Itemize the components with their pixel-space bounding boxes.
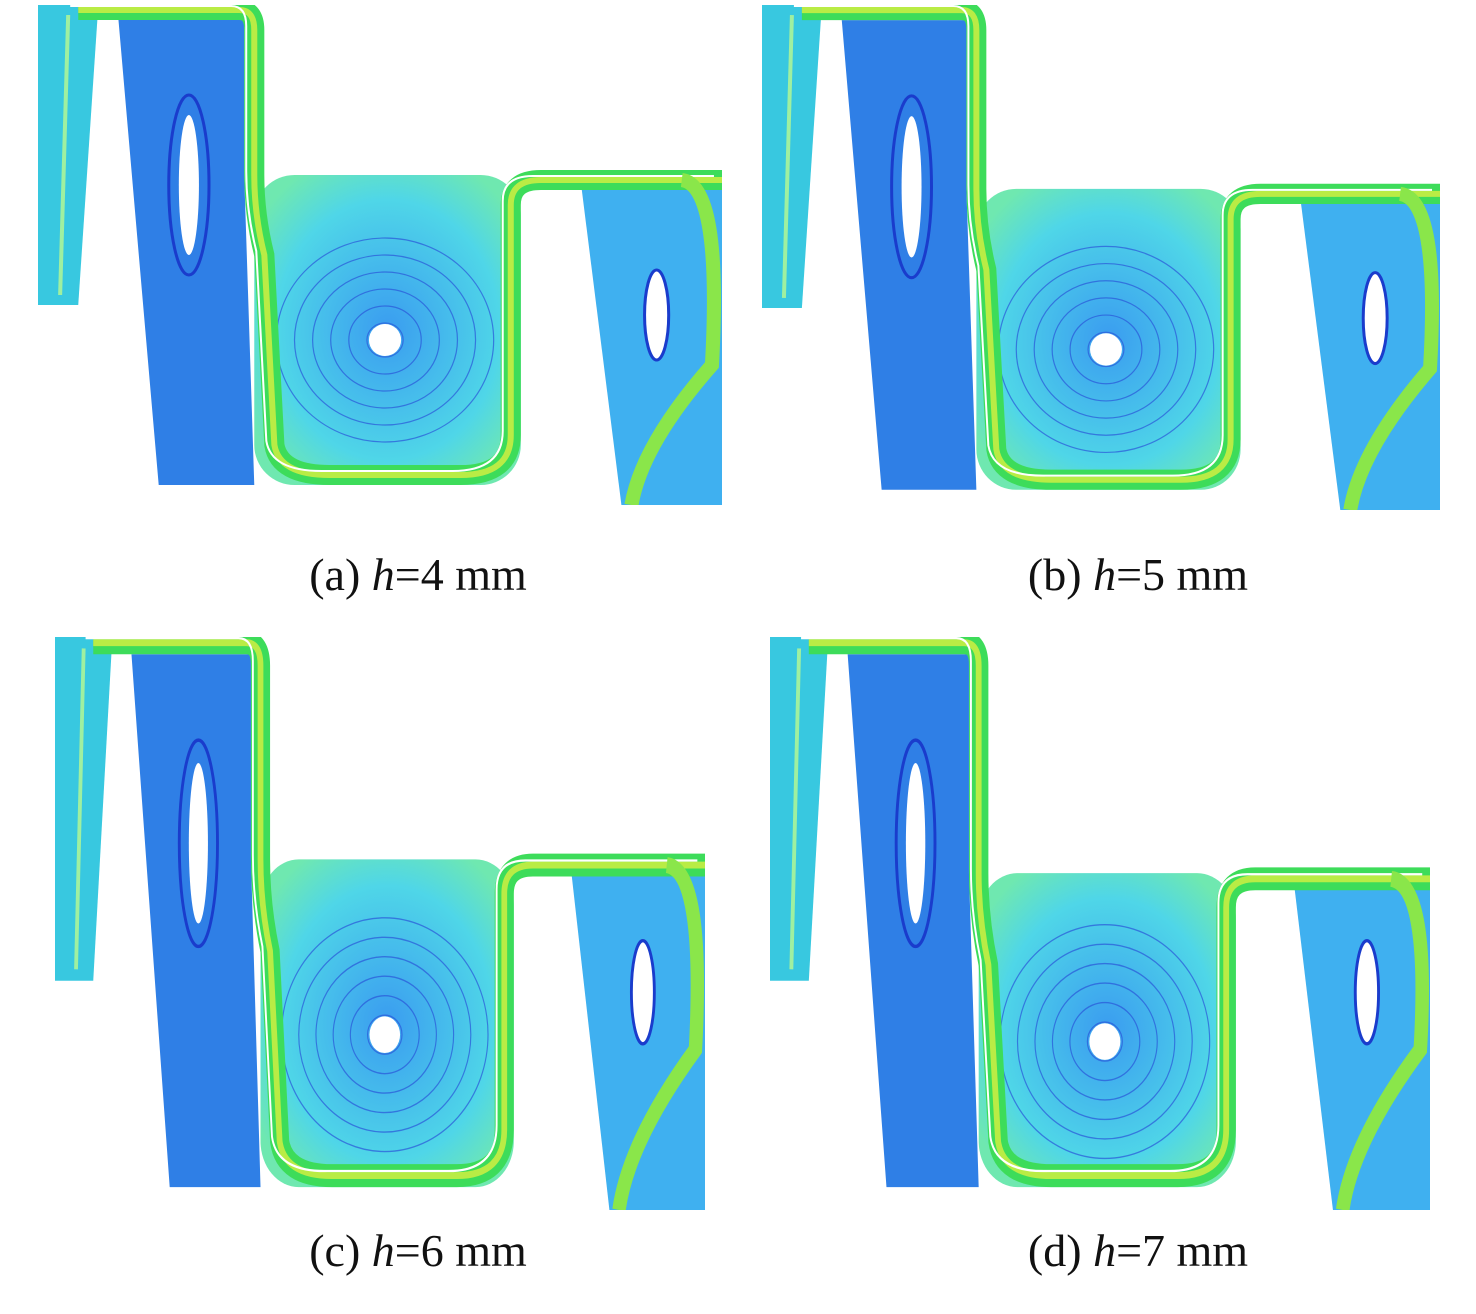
- vortex-core: [890, 94, 933, 280]
- streamline: [312, 271, 459, 409]
- streamline: [1016, 943, 1193, 1140]
- streamline: [1034, 962, 1176, 1121]
- caption-variable: h: [1093, 549, 1117, 600]
- streamline: [367, 1014, 403, 1055]
- vortex-core: [905, 763, 926, 924]
- outlet-jet: [612, 857, 705, 1210]
- caption: (b) h=5 mm: [838, 548, 1438, 601]
- streamline: [366, 322, 404, 358]
- streamline: [1015, 262, 1197, 436]
- caption-value: =7 mm: [1116, 1225, 1249, 1276]
- outlet-jet: [1335, 870, 1430, 1210]
- vortex-core: [167, 93, 211, 277]
- streamline: [315, 956, 455, 1114]
- caption-variable: h: [371, 549, 395, 600]
- flow-field: [55, 637, 705, 1210]
- caption-label: (c): [309, 1225, 361, 1276]
- vortex-core: [643, 268, 671, 362]
- streamline: [1051, 982, 1158, 1101]
- inlet-jet: [762, 5, 822, 308]
- caption-label: (b): [1027, 549, 1082, 600]
- jet-streamline: [801, 637, 1423, 1173]
- vortex-core: [1089, 1023, 1121, 1060]
- streamline: [789, 648, 802, 970]
- caption: (a) h=4 mm: [118, 548, 718, 601]
- flow-field: [762, 5, 1440, 510]
- vortex-core: [629, 938, 656, 1046]
- vortex-core: [178, 115, 199, 255]
- vortex-core: [1353, 938, 1381, 1046]
- streamline: [58, 14, 71, 296]
- jet-streamline: [85, 637, 698, 1173]
- vortex-core: [894, 738, 937, 949]
- caption-value: =4 mm: [394, 549, 527, 600]
- streamline: [293, 254, 477, 426]
- streamline: [348, 305, 422, 375]
- vortex-core: [1090, 333, 1122, 366]
- flow-field: [38, 5, 722, 505]
- vortex-core: [1361, 271, 1389, 366]
- inlet-jet: [770, 637, 829, 981]
- streamline: [781, 15, 794, 298]
- jet-streamline: [70, 5, 714, 472]
- streamline: [1086, 1021, 1123, 1062]
- vortex-core: [177, 738, 219, 949]
- streamline: [330, 288, 440, 392]
- right-vortex: [1294, 884, 1430, 1210]
- caption-label: (a): [309, 549, 361, 600]
- flow-field: [770, 637, 1430, 1210]
- vortex-core: [368, 324, 402, 356]
- streamline: [1069, 1001, 1141, 1082]
- jet-streamline: [793, 5, 1433, 477]
- caption: (d) h=7 mm: [838, 1224, 1438, 1277]
- vortex-core: [901, 116, 922, 258]
- caption-variable: h: [1093, 1225, 1117, 1276]
- vortex-core: [369, 1016, 401, 1053]
- caption-value: =5 mm: [1116, 549, 1249, 600]
- caption-variable: h: [371, 1225, 395, 1276]
- streamline: [1087, 331, 1125, 368]
- caption-value: =6 mm: [394, 1225, 527, 1276]
- streamline: [1033, 280, 1179, 419]
- vortex-core: [188, 763, 208, 924]
- streamline: [349, 995, 420, 1075]
- streamline: [332, 975, 437, 1094]
- streamline: [1069, 314, 1143, 385]
- streamline: [298, 936, 472, 1133]
- outlet-jet: [1343, 186, 1440, 510]
- inlet-jet: [38, 5, 99, 305]
- inlet-jet: [55, 637, 113, 981]
- streamline: [74, 648, 86, 970]
- outlet-jet: [624, 173, 721, 505]
- streamline: [1051, 297, 1161, 402]
- caption-label: (d): [1027, 1225, 1082, 1276]
- caption: (c) h=6 mm: [118, 1224, 718, 1277]
